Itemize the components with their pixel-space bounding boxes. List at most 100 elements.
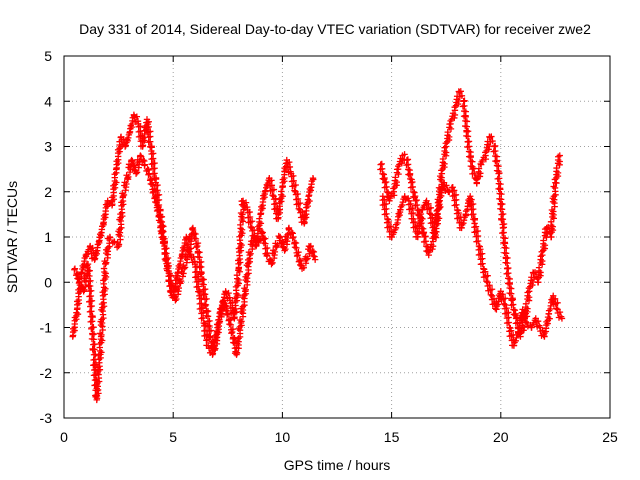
data-point-fill bbox=[95, 352, 102, 360]
data-point-fill bbox=[194, 239, 202, 247]
data-point-fill bbox=[242, 286, 249, 293]
data-point bbox=[281, 247, 288, 254]
data-point-fill bbox=[231, 295, 239, 302]
data-point-fill bbox=[81, 286, 88, 294]
data-point-fill bbox=[238, 318, 245, 325]
data-point-fill bbox=[534, 275, 541, 283]
data-point bbox=[290, 233, 297, 241]
data-point-fill bbox=[244, 256, 252, 264]
data-point-fill bbox=[237, 209, 245, 217]
data-point-fill bbox=[204, 322, 212, 329]
data-point-fill bbox=[108, 194, 116, 201]
data-point-fill bbox=[73, 298, 81, 305]
data-point-fill bbox=[523, 313, 531, 320]
data-point-fill bbox=[263, 252, 270, 260]
data-point-fill bbox=[541, 242, 549, 249]
data-point-fill bbox=[442, 140, 449, 147]
data-point-fill bbox=[434, 207, 441, 214]
data-point-fill bbox=[524, 305, 531, 312]
data-point-fill bbox=[556, 158, 563, 165]
data-point-fill bbox=[235, 335, 242, 342]
data-point-fill bbox=[253, 239, 261, 246]
data-point-fill bbox=[235, 257, 242, 264]
data-point-fill bbox=[198, 280, 206, 288]
data-point-fill bbox=[431, 230, 439, 237]
x-axis-label: GPS time / hours bbox=[284, 457, 391, 473]
data-point-fill bbox=[474, 237, 482, 245]
data-point-fill bbox=[225, 289, 232, 297]
data-point-fill bbox=[133, 113, 141, 120]
data-point-fill bbox=[269, 191, 276, 199]
data-point-fill bbox=[550, 183, 557, 190]
data-point bbox=[309, 174, 317, 182]
data-point-fill bbox=[438, 167, 445, 174]
data-point-fill bbox=[161, 249, 168, 256]
data-point-fill bbox=[194, 253, 202, 260]
data-point bbox=[159, 229, 166, 236]
data-point-fill bbox=[235, 276, 242, 284]
x-tick-label: 10 bbox=[275, 429, 291, 445]
data-point bbox=[211, 346, 218, 354]
data-point-fill bbox=[435, 198, 442, 206]
data-point-fill bbox=[393, 178, 400, 186]
data-point bbox=[547, 233, 555, 241]
data-point-fill bbox=[425, 248, 432, 256]
data-point-fill bbox=[453, 201, 460, 209]
data-point-fill bbox=[477, 170, 484, 177]
data-point-fill bbox=[234, 291, 242, 299]
data-point bbox=[154, 206, 162, 214]
data-point-fill bbox=[114, 146, 122, 154]
x-tick-label: 5 bbox=[169, 429, 177, 445]
data-point-fill bbox=[545, 307, 553, 314]
data-point-fill bbox=[200, 290, 207, 297]
data-point-fill bbox=[488, 133, 495, 140]
data-point-fill bbox=[493, 302, 500, 310]
data-point-fill bbox=[538, 248, 545, 256]
data-point-fill bbox=[84, 272, 91, 279]
data-point bbox=[198, 270, 205, 277]
data-point-fill bbox=[543, 318, 550, 326]
y-tick-label: 4 bbox=[44, 93, 52, 109]
data-point-fill bbox=[162, 257, 169, 265]
data-point-fill bbox=[289, 234, 296, 242]
data-point-fill bbox=[168, 282, 175, 289]
data-point-fill bbox=[172, 273, 180, 281]
x-tick-label: 0 bbox=[60, 429, 68, 445]
data-point-fill bbox=[163, 267, 171, 274]
data-point-fill bbox=[487, 291, 495, 298]
data-point-fill bbox=[458, 92, 466, 100]
data-point-fill bbox=[524, 289, 531, 296]
data-point-fill bbox=[111, 171, 118, 178]
data-point-fill bbox=[106, 234, 114, 241]
axis-ticks bbox=[63, 55, 611, 419]
data-point-fill bbox=[437, 203, 444, 211]
data-point-fill bbox=[441, 160, 448, 168]
data-point-fill bbox=[475, 165, 483, 172]
data-point-fill bbox=[102, 270, 109, 277]
data-point-fill bbox=[133, 169, 141, 176]
data-point-fill bbox=[222, 306, 230, 314]
data-point-fill bbox=[446, 188, 453, 196]
data-point-fill bbox=[501, 295, 509, 302]
data-point-fill bbox=[279, 176, 287, 183]
data-point-fill bbox=[233, 349, 241, 357]
data-point-fill bbox=[115, 241, 123, 248]
data-point-fill bbox=[98, 331, 105, 339]
y-tick-label: -1 bbox=[40, 320, 53, 336]
data-point-fill bbox=[232, 283, 240, 291]
data-point-fill bbox=[165, 276, 172, 284]
data-point-fill bbox=[88, 318, 96, 325]
data-point-fill bbox=[463, 132, 470, 140]
data-point-fill bbox=[175, 284, 182, 292]
y-tick-label: -2 bbox=[40, 365, 53, 381]
data-point-fill bbox=[417, 210, 425, 218]
data-point-fill bbox=[291, 244, 299, 251]
data-point-fill bbox=[236, 316, 244, 324]
data-point-fill bbox=[300, 264, 308, 271]
data-point-fill bbox=[392, 174, 399, 181]
data-point bbox=[558, 315, 566, 322]
data-point-fill bbox=[276, 234, 283, 242]
data-point-fill bbox=[98, 349, 105, 356]
data-point-fill bbox=[136, 153, 144, 160]
data-point bbox=[124, 174, 131, 182]
